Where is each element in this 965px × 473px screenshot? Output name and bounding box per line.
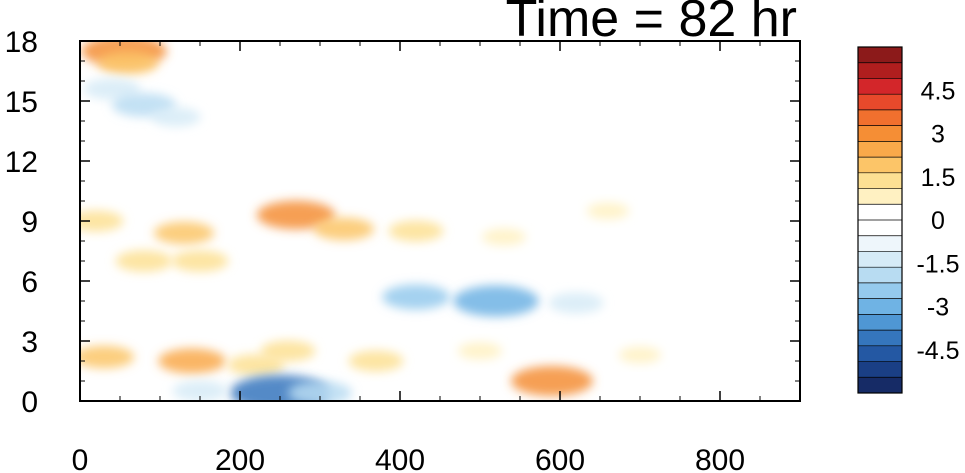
colorbar-segment (858, 94, 902, 111)
contour-feature-5 (80, 210, 124, 232)
colorbar-segment (858, 47, 902, 64)
colorbar-segment (858, 62, 902, 79)
colorbar-segment (858, 361, 902, 378)
contour-feature-18 (158, 348, 226, 374)
x-tick-label: 0 (72, 444, 89, 473)
colorbar-segment (858, 188, 902, 205)
contour-feature-27 (172, 380, 228, 401)
y-tick-label: 6 (21, 266, 38, 299)
x-tick-label: 800 (695, 444, 745, 473)
colorbar-segment (858, 282, 902, 300)
x-axis: 0 200 400 600 800 (72, 41, 801, 473)
contour-feature-20 (260, 340, 316, 362)
contour-feature-15 (453, 285, 539, 317)
contour-feature-26 (288, 381, 352, 401)
x-tick-label: 600 (535, 444, 585, 473)
colorbar-label: -4.5 (916, 337, 959, 365)
contour-feature-29 (662, 229, 698, 245)
x-tick-label: 200 (215, 444, 265, 473)
contour-feature-19 (227, 354, 285, 376)
colorbar-label: 3 (931, 121, 945, 149)
colorbar-segment (858, 220, 902, 237)
y-tick-label: 12 (5, 146, 38, 179)
contour-feature-28 (622, 129, 658, 145)
y-tick-label: 15 (5, 86, 38, 119)
colorbar-segment (858, 157, 902, 174)
contour-feature-23 (511, 366, 593, 396)
colorbar-segment (858, 109, 902, 127)
colorbar-segment (858, 78, 902, 95)
contour-feature-22 (457, 342, 503, 360)
contour-feature-11 (388, 220, 444, 242)
chart-title: Time = 82 hr (506, 0, 797, 48)
colorbar-frame (857, 46, 903, 394)
contour-feature-7 (171, 250, 229, 272)
colorbar-segment (858, 251, 902, 268)
y-tick-label: 9 (21, 206, 38, 239)
x-tick-label: 400 (375, 444, 425, 473)
colorbar-segment (858, 377, 902, 394)
plot-area-background (80, 41, 800, 401)
contour-feature-6 (153, 221, 215, 245)
y-tick-label: 18 (5, 26, 38, 59)
y-tick-label: 0 (21, 386, 38, 419)
contour-feature-1 (97, 51, 159, 75)
colorbar-segment (858, 172, 902, 190)
contour-field (80, 41, 698, 401)
y-tick-label: 3 (21, 326, 38, 359)
contour-feature-10 (313, 217, 375, 241)
contour-feature-9 (256, 200, 336, 230)
y-axis: 0 3 6 9 12 15 18 (5, 26, 800, 419)
contour-feature-2 (83, 78, 141, 100)
colorbar-segment (858, 345, 902, 363)
colorbar-segment (858, 235, 902, 252)
contour-feature-17 (80, 345, 135, 369)
colorbar-segment (858, 204, 902, 221)
colorbar-label: 1.5 (921, 164, 956, 192)
contour-feature-24 (618, 346, 662, 364)
contour-feature-21 (348, 350, 404, 372)
colorbar-segment (858, 141, 902, 158)
colorbar-segment (858, 125, 902, 142)
colorbar-segment (858, 314, 902, 331)
colorbar-segment (858, 330, 902, 347)
colorbar: 4.5 3 1.5 0 -1.5 -3 -4.5 (857, 46, 960, 394)
contour-feature-16 (548, 292, 604, 314)
colorbar-label: 4.5 (921, 77, 956, 105)
colorbar-label: -1.5 (916, 250, 959, 278)
contour-feature-13 (586, 202, 630, 220)
contour-feature-12 (481, 228, 527, 246)
contour-feature-4 (151, 107, 201, 127)
contour-feature-8 (115, 250, 173, 272)
colorbar-segment (858, 267, 902, 284)
colorbar-label: 0 (931, 207, 945, 235)
colorbar-segment (858, 298, 902, 315)
colorbar-label: -3 (927, 294, 949, 322)
contour-feature-14 (382, 284, 450, 310)
